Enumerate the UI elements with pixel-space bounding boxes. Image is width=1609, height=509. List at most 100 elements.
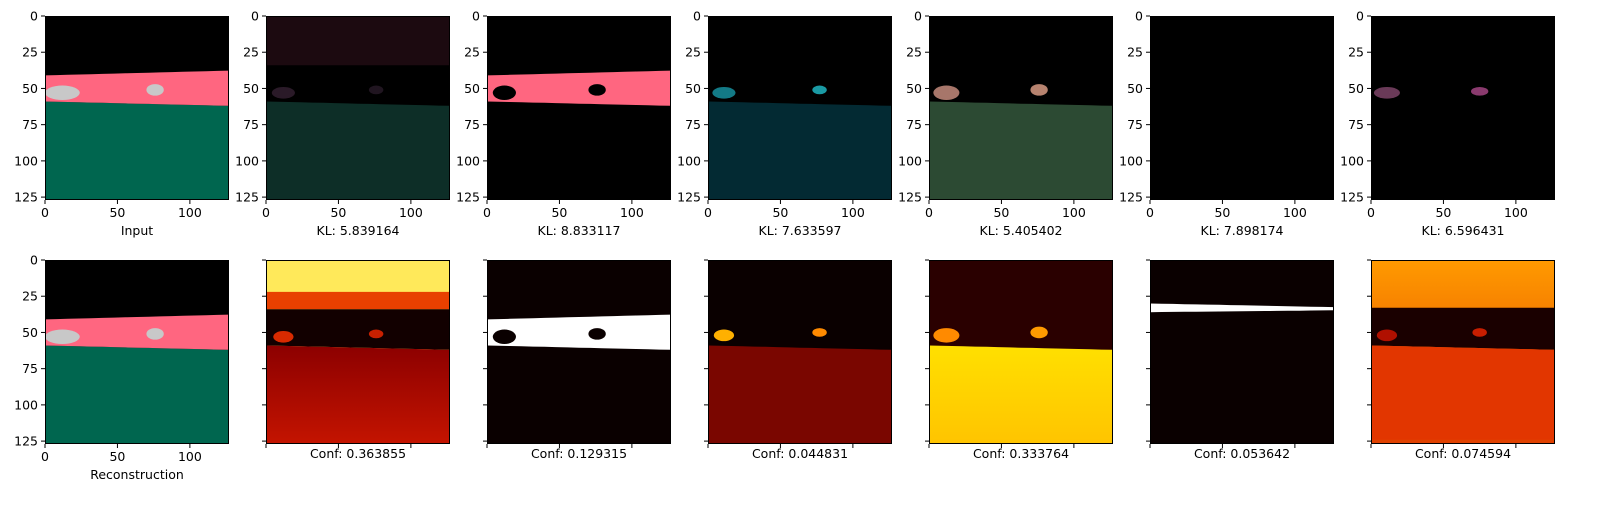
car-right (812, 85, 827, 95)
panel-image (929, 260, 1113, 444)
y-tick-label: 50 (685, 81, 701, 96)
axes-frame (266, 16, 450, 200)
x-tick-label: 100 (841, 205, 865, 220)
y-tick-label: 0 (251, 9, 259, 24)
panel-caption: Input (121, 223, 153, 238)
panel-r1-c6: Conf: 0.074594 (1367, 259, 1555, 461)
x-tick-label: 100 (620, 205, 644, 220)
axes-frame (1371, 16, 1555, 200)
x-tick-label: 50 (1435, 205, 1451, 220)
heat-grass (1371, 345, 1555, 440)
y-tick-label: 75 (243, 117, 259, 132)
car-right (146, 328, 164, 340)
axes-frame (1150, 260, 1334, 444)
panel-caption: Conf: 0.074594 (1415, 446, 1511, 461)
axes-frame (487, 16, 671, 200)
car-right (368, 329, 384, 339)
y-tick-label: 100 (1340, 153, 1364, 168)
panel-image (929, 16, 1113, 200)
panel-image (1150, 260, 1334, 444)
heat-road (487, 314, 671, 350)
panel-image (1150, 16, 1334, 200)
y-tick-label: 75 (1127, 117, 1143, 132)
y-tick-label: 50 (22, 81, 38, 96)
panel-r1-c4: Conf: 0.333764 (925, 259, 1113, 461)
panel-r1-c2: Conf: 0.129315 (483, 259, 671, 461)
x-tick-label: 0 (262, 205, 270, 220)
panel-caption: Conf: 0.053642 (1194, 446, 1290, 461)
panel-caption: Conf: 0.129315 (531, 446, 627, 461)
car-right (588, 328, 606, 340)
panel-r0-c5: 0 50 100 0 25 50 75 100 125 KL: 7.898174 (1119, 9, 1334, 238)
y-tick-label: 75 (685, 117, 701, 132)
x-tick-label: 0 (704, 205, 712, 220)
panel-caption: KL: 7.898174 (1201, 223, 1284, 238)
car-left (492, 329, 516, 345)
x-tick-label: 0 (483, 205, 491, 220)
x-tick-label: 100 (178, 205, 202, 220)
panel-r0-c3: 0 50 100 0 25 50 75 100 125 KL: 7.633597 (677, 9, 892, 238)
panel-image (708, 16, 892, 200)
panel-r1-c1: Conf: 0.363855 (262, 259, 450, 461)
panel-caption: KL: 6.596431 (1422, 223, 1505, 238)
y-tick-label: 100 (14, 153, 38, 168)
heat-road (1371, 307, 1555, 350)
x-tick-label: 50 (109, 449, 125, 464)
axes-frame (1150, 16, 1334, 200)
y-tick-label: 75 (1348, 117, 1364, 132)
grass-region (45, 345, 229, 444)
axes-frame (266, 260, 450, 444)
y-tick-label: 0 (914, 9, 922, 24)
panel-caption: Conf: 0.363855 (310, 446, 406, 461)
road-region (45, 70, 229, 106)
y-tick-label: 25 (243, 45, 259, 60)
y-tick-label: 25 (1127, 45, 1143, 60)
y-tick-label: 75 (22, 361, 38, 376)
panel-image (266, 260, 450, 444)
y-tick-label: 0 (1135, 9, 1143, 24)
x-tick-label: 100 (399, 205, 423, 220)
car-right (812, 328, 827, 337)
panel-r0-c6: 0 50 100 0 25 50 75 100 125 KL: 6.596431 (1340, 9, 1555, 238)
x-tick-label: 0 (925, 205, 933, 220)
heat-grass (266, 345, 450, 444)
panel-image (1371, 16, 1555, 200)
y-tick-label: 50 (22, 325, 38, 340)
car-right (1030, 326, 1048, 339)
y-tick-label: 125 (898, 190, 922, 205)
panel-image (45, 16, 229, 200)
axes-frame (487, 260, 671, 444)
x-tick-label: 50 (109, 205, 125, 220)
background (1150, 16, 1334, 200)
sky-channel (266, 16, 450, 66)
car-left (1376, 329, 1398, 342)
y-tick-label: 100 (456, 153, 480, 168)
car-left (712, 86, 736, 99)
y-tick-label: 50 (1348, 81, 1364, 96)
y-tick-label: 25 (1348, 45, 1364, 60)
background (1150, 260, 1334, 444)
y-tick-label: 125 (1340, 190, 1364, 205)
y-tick-label: 0 (30, 253, 38, 268)
y-tick-label: 50 (1127, 81, 1143, 96)
car-right (368, 85, 384, 95)
axes-frame (45, 16, 229, 200)
grass-channel (708, 101, 892, 200)
axes-frame (1371, 260, 1555, 444)
y-tick-label: 100 (235, 153, 259, 168)
y-tick-label: 75 (906, 117, 922, 132)
y-tick-label: 75 (22, 117, 38, 132)
panel-caption: Conf: 0.044831 (752, 446, 848, 461)
y-tick-label: 75 (464, 117, 480, 132)
grass-channel (929, 101, 1113, 200)
x-tick-label: 100 (1283, 205, 1307, 220)
y-tick-label: 50 (243, 81, 259, 96)
y-tick-label: 125 (14, 434, 38, 449)
car-left (933, 328, 960, 343)
car-right (1030, 84, 1048, 96)
panel-image (1371, 260, 1555, 444)
y-tick-label: 25 (464, 45, 480, 60)
y-tick-label: 50 (906, 81, 922, 96)
road-channel (487, 70, 671, 106)
